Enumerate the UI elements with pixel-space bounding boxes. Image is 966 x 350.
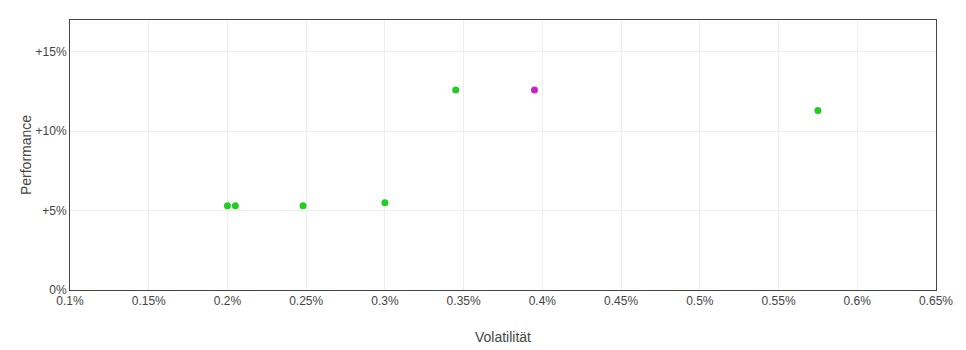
svg-text:0.25%: 0.25% — [289, 294, 323, 308]
svg-text:0.55%: 0.55% — [762, 294, 796, 308]
svg-text:0.5%: 0.5% — [686, 294, 714, 308]
svg-text:+15%: +15% — [36, 45, 67, 59]
svg-text:0.45%: 0.45% — [604, 294, 638, 308]
svg-text:0.6%: 0.6% — [844, 294, 872, 308]
svg-text:0.4%: 0.4% — [529, 294, 557, 308]
svg-text:0.65%: 0.65% — [919, 294, 953, 308]
svg-text:Performance: Performance — [18, 115, 34, 195]
svg-text:0.1%: 0.1% — [56, 294, 84, 308]
svg-text:0.3%: 0.3% — [371, 294, 399, 308]
svg-text:Volatilität: Volatilität — [475, 329, 531, 345]
svg-text:0.35%: 0.35% — [447, 294, 481, 308]
svg-text:0.15%: 0.15% — [132, 294, 166, 308]
svg-text:0%: 0% — [49, 283, 67, 297]
svg-text:+5%: +5% — [42, 204, 67, 218]
svg-text:0.2%: 0.2% — [214, 294, 242, 308]
svg-text:+10%: +10% — [36, 124, 67, 138]
